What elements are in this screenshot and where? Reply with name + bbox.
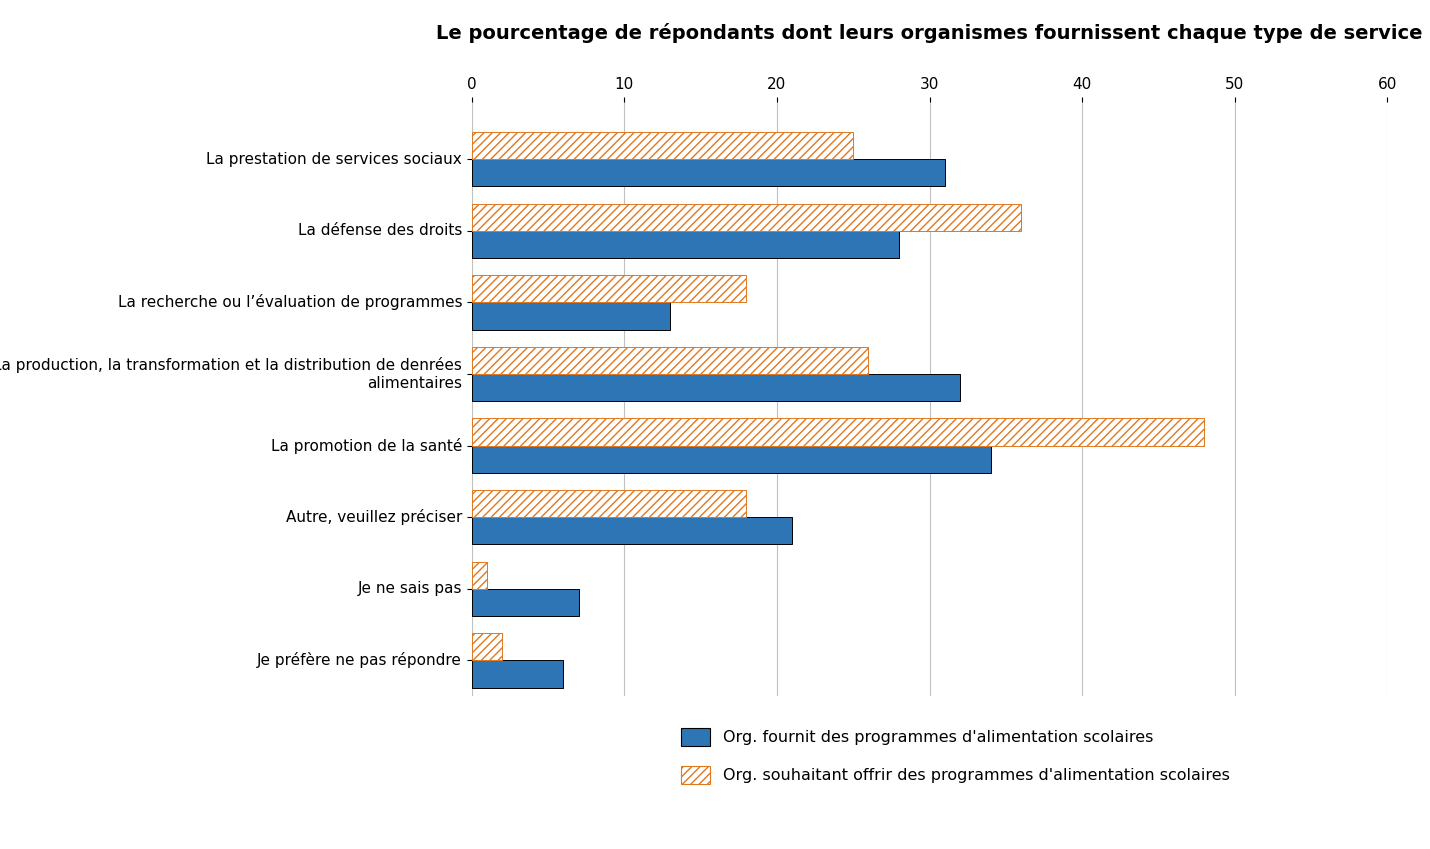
Bar: [472, 302, 671, 329]
Bar: [472, 204, 1021, 231]
Bar: [472, 275, 746, 302]
Bar: [472, 419, 1204, 446]
Bar: [472, 517, 792, 544]
Bar: [472, 374, 960, 402]
Bar: [472, 661, 563, 688]
Bar: [472, 561, 488, 588]
Legend: Org. fournit des programmes d'alimentation scolaires, Org. souhaitant offrir des: Org. fournit des programmes d'alimentati…: [681, 728, 1230, 784]
Bar: [472, 588, 579, 616]
Bar: [472, 346, 868, 374]
Title: Le pourcentage de répondants dont leurs organismes fournissent chaque type de se: Le pourcentage de répondants dont leurs …: [436, 24, 1423, 43]
Bar: [472, 231, 899, 258]
Bar: [472, 490, 746, 517]
Bar: [472, 159, 945, 187]
Bar: [472, 446, 991, 473]
Bar: [472, 633, 502, 661]
Bar: [472, 132, 854, 159]
